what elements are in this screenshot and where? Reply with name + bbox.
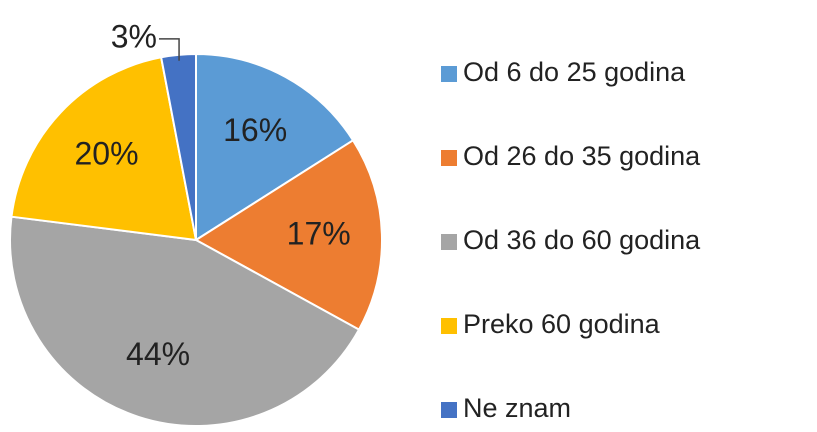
legend-swatch — [441, 402, 457, 418]
legend-swatch — [441, 150, 457, 166]
pie-slice — [10, 56, 198, 242]
pie-slice — [9, 215, 361, 427]
data-label: 17% — [287, 216, 351, 252]
data-label: 3% — [111, 18, 157, 54]
legend-label: Od 26 do 35 godina — [463, 141, 701, 171]
legend-swatch — [441, 234, 457, 250]
legend-label: Preko 60 godina — [463, 309, 661, 339]
pie-slice — [194, 138, 383, 331]
data-label: 20% — [74, 135, 138, 171]
pie-slice — [195, 52, 355, 242]
legend-swatch — [441, 318, 457, 334]
data-label: 44% — [126, 336, 190, 372]
legend-label: Od 36 do 60 godina — [463, 225, 701, 255]
leader-line — [158, 38, 180, 61]
legend-label: Ne znam — [463, 393, 571, 423]
data-label: 16% — [223, 112, 287, 148]
legend-swatch — [441, 66, 457, 82]
legend-label: Od 6 do 25 godina — [463, 57, 686, 87]
